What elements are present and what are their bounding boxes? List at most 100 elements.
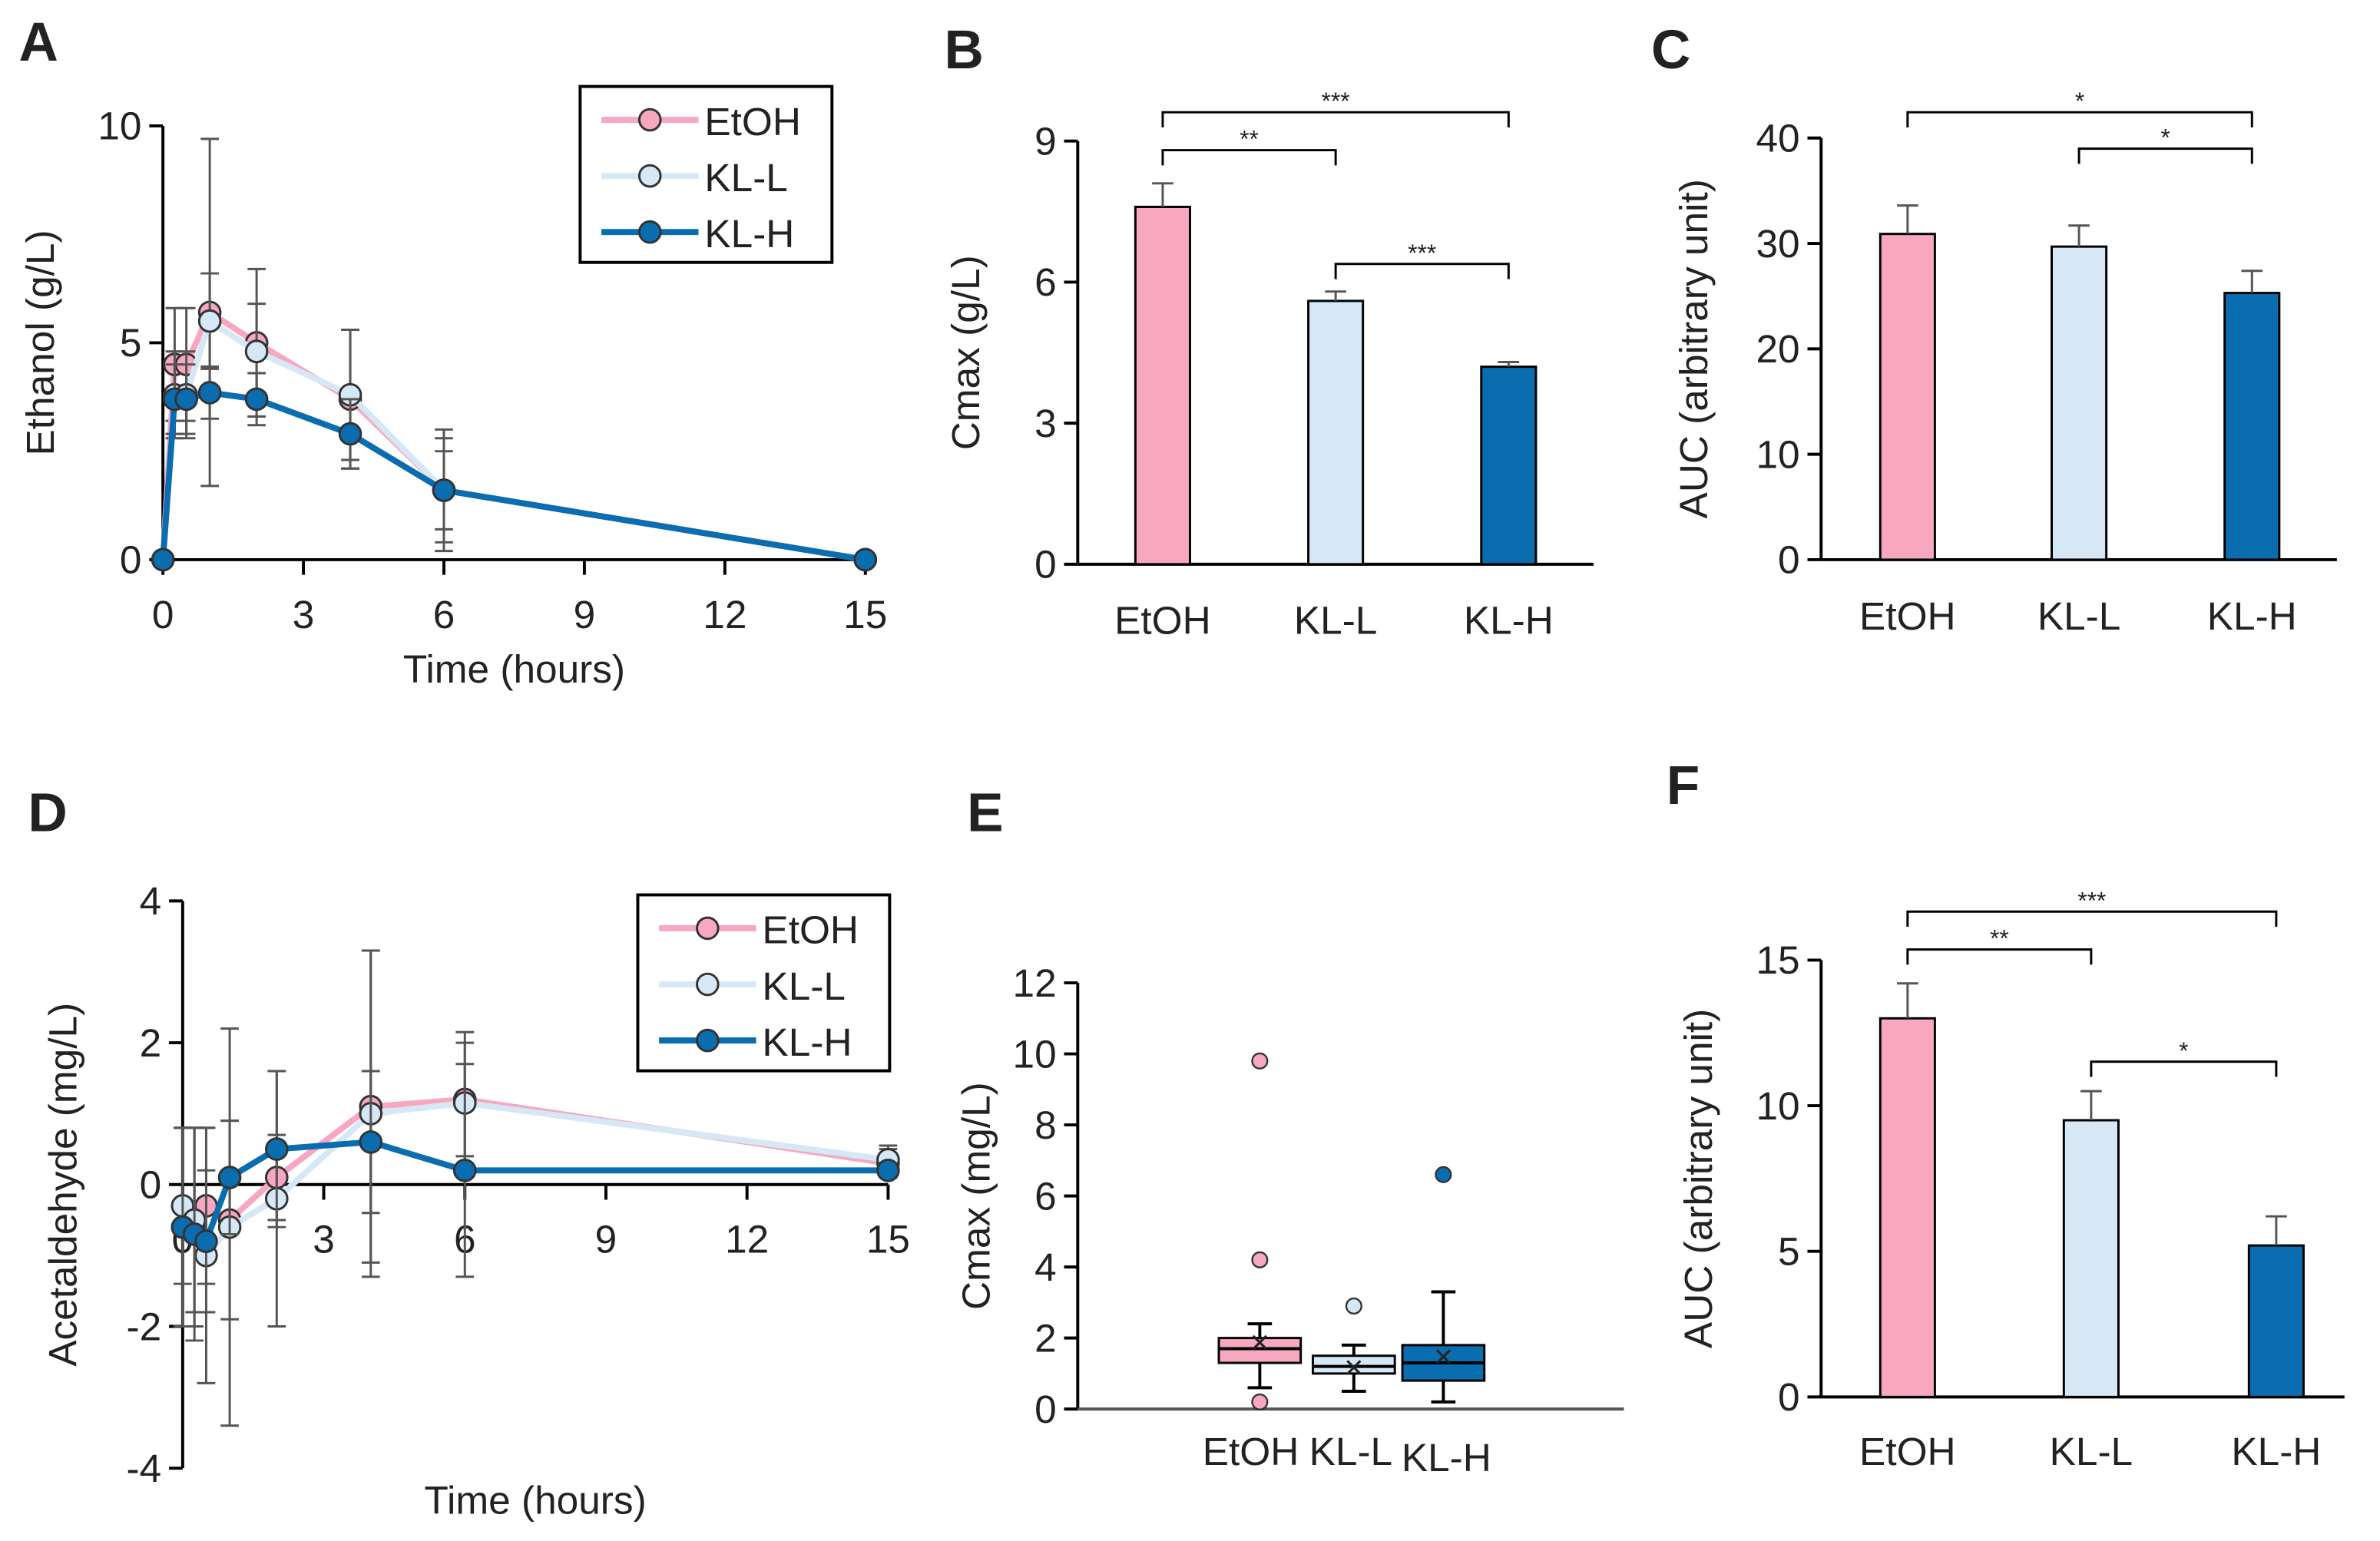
data-point-KL-L: [244, 339, 269, 364]
y-axis-label: AUC (arbitrary unit): [1672, 179, 1716, 518]
y-tick-label: 2: [1034, 1316, 1057, 1360]
y-tick-label: 4: [140, 879, 162, 923]
y-tick-label: 10: [98, 104, 141, 148]
significance-bracket: [1161, 149, 1337, 166]
y-tick-label: 8: [1034, 1103, 1057, 1147]
significance-bracket: [1906, 948, 2093, 965]
data-point-KL-H: [217, 1166, 242, 1189]
panel-label-A: A: [18, 12, 58, 73]
significance-label: **: [1240, 125, 1259, 153]
panel-label-D: D: [28, 783, 67, 844]
y-tick-label: 0: [140, 1163, 162, 1207]
x-tick-label: EtOH: [1859, 594, 1956, 638]
bar-EtOH: [1879, 1017, 1936, 1398]
bar-KL-H: [1480, 365, 1538, 566]
panel-label-C: C: [1651, 20, 1690, 81]
legend-label: KL-H: [762, 1020, 852, 1064]
legend-label: EtOH: [762, 908, 859, 952]
y-tick-label: 6: [1034, 1174, 1057, 1218]
series-line-KL-H: [160, 389, 866, 563]
significance-bracket: [1334, 263, 1510, 279]
box-EtOH: [1217, 1337, 1303, 1364]
mean-marker: ×: [1250, 1324, 1269, 1361]
y-tick-label: 0: [1034, 543, 1057, 587]
y-tick-label: -4: [127, 1447, 162, 1490]
y-tick-label: 0: [1778, 1375, 1800, 1419]
data-point-KL-H: [197, 381, 222, 405]
x-tick-label: 3: [293, 593, 315, 637]
x-tick-label: KL-L: [1294, 599, 1378, 643]
x-tick-label: 9: [574, 593, 596, 637]
significance-label: *: [2179, 1037, 2188, 1064]
legend-label: KL-L: [704, 156, 788, 200]
y-tick-label: 3: [1034, 402, 1057, 445]
panel-label-F: F: [1667, 756, 1700, 816]
bar-EtOH: [1879, 233, 1936, 561]
x-tick-label: 9: [595, 1218, 617, 1262]
x-tick-label: 15: [843, 593, 887, 637]
y-tick-label: 0: [1034, 1387, 1057, 1431]
y-tick-label: 9: [1034, 119, 1057, 163]
bar-KL-L: [2062, 1119, 2120, 1398]
data-point-KL-H: [194, 1229, 218, 1253]
mean-marker: ×: [1434, 1339, 1453, 1376]
data-point-KL-H: [359, 1130, 383, 1154]
data-point-KL-H: [265, 1137, 289, 1161]
y-tick-label: 0: [1778, 538, 1800, 582]
outlier-point: [1251, 1052, 1269, 1070]
legend-marker-EtOH: [637, 107, 662, 132]
data-point-KL-L: [197, 309, 222, 333]
y-tick-label: 4: [1034, 1245, 1057, 1289]
y-tick-label: 6: [1034, 260, 1057, 304]
data-point-KL-H: [876, 1159, 900, 1182]
y-tick-label: 40: [1756, 117, 1799, 160]
significance-label: *: [2161, 124, 2170, 151]
x-tick-label: 3: [313, 1218, 335, 1262]
y-axis-label: Cmax (g/L): [944, 255, 988, 450]
significance-bracket: [2090, 1060, 2278, 1077]
y-axis-label: Ethanol (g/L): [18, 230, 62, 455]
data-point-KL-H: [174, 387, 198, 412]
significance-label: **: [1990, 924, 2009, 952]
y-tick-label: 0: [120, 538, 142, 582]
bar-EtOH: [1134, 205, 1191, 566]
bar-KL-L: [2051, 245, 2108, 561]
significance-bracket: [1906, 910, 2278, 927]
x-axis-label: Time (hours): [425, 1478, 647, 1522]
legend-marker-EtOH: [696, 916, 720, 941]
outlier-point: [1251, 1251, 1269, 1268]
x-tick-label: EtOH: [1203, 1430, 1299, 1473]
legend-marker-KL-H: [637, 220, 662, 244]
box-KL-L: [1312, 1354, 1396, 1375]
series-line-EtOH: [160, 308, 866, 563]
y-tick-label: 20: [1756, 327, 1799, 371]
x-tick-label: KL-L: [2037, 594, 2121, 638]
outlier-point: [1345, 1297, 1362, 1315]
panel-label-B: B: [944, 20, 983, 81]
x-tick-label: 15: [866, 1218, 910, 1262]
x-tick-label: KL-L: [2050, 1430, 2133, 1473]
x-tick-label: 6: [433, 593, 455, 637]
y-tick-label: 5: [120, 321, 142, 365]
y-axis-label: Cmax (mg/L): [955, 1082, 998, 1310]
y-tick-label: 5: [1778, 1229, 1800, 1273]
x-tick-label: KL-H: [2207, 594, 2297, 638]
y-axis-label: Acetaldehyde (mg/L): [41, 1003, 85, 1367]
x-axis-label: Time (hours): [403, 647, 625, 691]
legend-marker-KL-L: [696, 972, 720, 997]
significance-bracket: [2077, 147, 2253, 164]
significance-label: ***: [1322, 87, 1350, 114]
x-tick-label: KL-H: [2231, 1430, 2321, 1473]
x-tick-label: 12: [725, 1218, 769, 1262]
y-tick-label: 10: [1756, 1084, 1799, 1128]
series-line-KL-L: [160, 316, 866, 563]
significance-bracket: [1906, 111, 2253, 127]
x-tick-label: KL-H: [1464, 599, 1554, 643]
panel-label-E: E: [967, 783, 1003, 844]
x-tick-label: KL-L: [1309, 1430, 1393, 1473]
y-tick-label: 10: [1756, 432, 1799, 476]
data-point-KL-H: [338, 422, 362, 446]
data-point-KL-H: [432, 478, 456, 502]
data-point-KL-H: [452, 1159, 477, 1182]
